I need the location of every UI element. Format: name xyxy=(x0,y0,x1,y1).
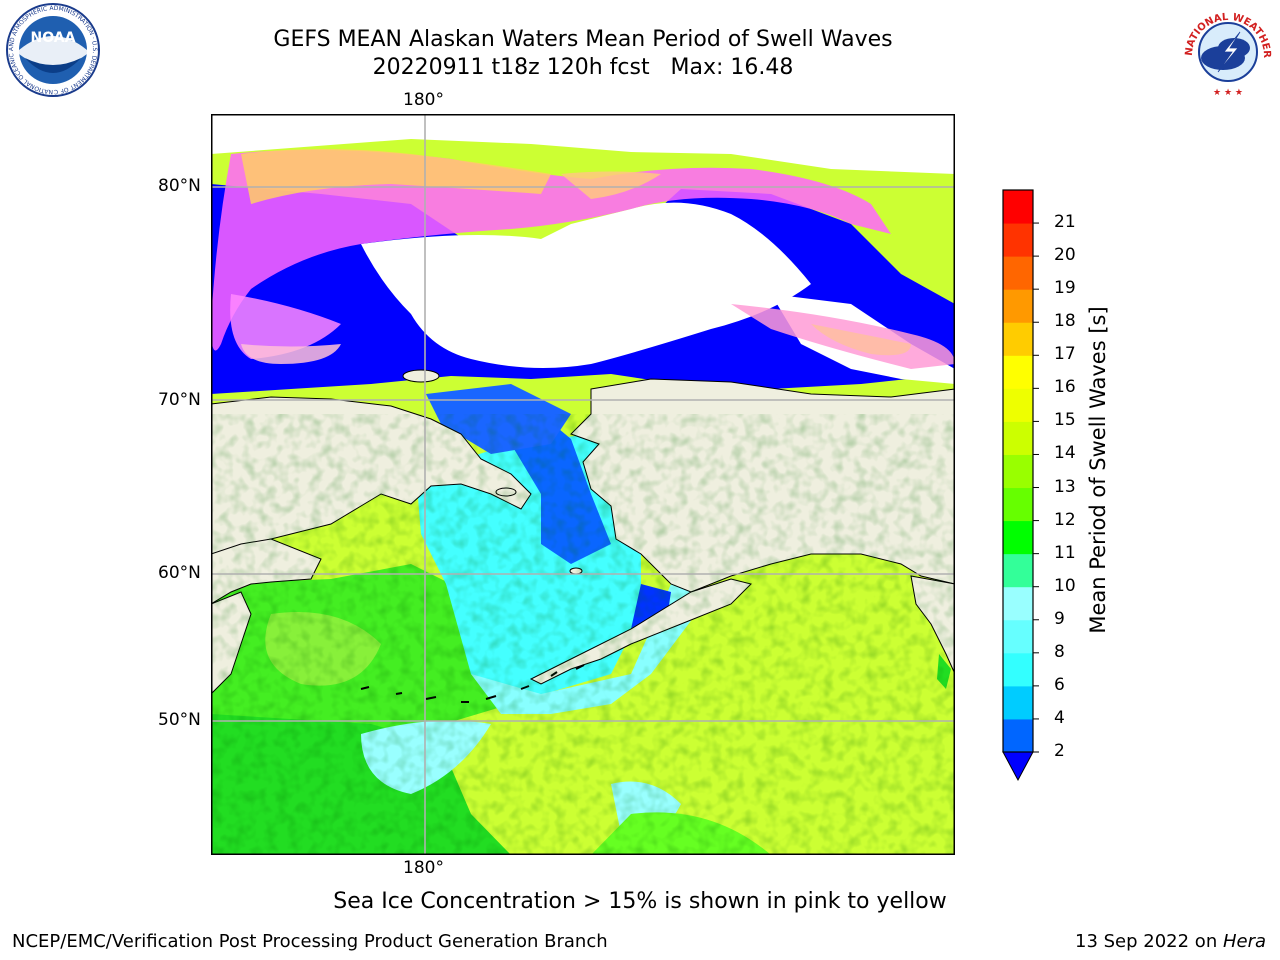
colorbar-segment xyxy=(1003,256,1033,290)
svg-text:★ ★ ★: ★ ★ ★ xyxy=(1213,88,1243,98)
colorbar-segment xyxy=(1003,718,1033,753)
lon-label-top: 180° xyxy=(403,90,444,110)
sea-ice-pink-band xyxy=(211,150,891,351)
colorbar-segment xyxy=(1003,652,1033,687)
colorbar-tick-label: 8 xyxy=(1054,641,1065,662)
graticule xyxy=(211,114,955,855)
colorbar-under-arrow xyxy=(1002,751,1034,782)
colorbar-tick-label: 10 xyxy=(1054,575,1076,596)
machine-name: Hera xyxy=(1222,931,1266,952)
colorbar-tick-label: 13 xyxy=(1054,476,1076,497)
colorbar-segment xyxy=(1003,454,1033,489)
sea-ice-caption: Sea Ice Concentration > 15% is shown in … xyxy=(333,889,947,914)
credit-text: NCEP/EMC/Verification Post Processing Pr… xyxy=(12,931,608,952)
lat-label-60n: 60°N xyxy=(158,563,201,583)
date-value: 13 Sep 2022 on xyxy=(1075,931,1223,952)
colorbar-title: Mean Period of Swell Waves [s] xyxy=(1086,306,1110,634)
colorbar-tick-label: 9 xyxy=(1054,608,1065,629)
colorbar-segment xyxy=(1003,520,1033,555)
date-text: 13 Sep 2022 on Hera xyxy=(1075,931,1266,952)
colorbar-tick-label: 11 xyxy=(1054,542,1076,563)
colorbar-tick-label: 15 xyxy=(1054,410,1076,431)
colorbar-segment xyxy=(1003,685,1033,720)
colorbar-tick-label: 21 xyxy=(1054,212,1076,233)
lat-label-80n: 80°N xyxy=(158,176,201,196)
colorbar-segment xyxy=(1003,190,1033,224)
colorbar-segment xyxy=(1003,421,1033,455)
colorbar-frame xyxy=(1002,189,1034,753)
colorbar-tick-label: 20 xyxy=(1054,245,1076,266)
colorbar-segment xyxy=(1003,553,1033,588)
chart-title: GEFS MEAN Alaskan Waters Mean Period of … xyxy=(273,27,893,52)
colorbar-tick-label: 2 xyxy=(1054,741,1065,761)
colorbar-segment xyxy=(1003,289,1033,323)
colorbar-tick-label: 12 xyxy=(1054,509,1076,530)
colorbar-segment xyxy=(1003,322,1033,356)
colorbar-segment xyxy=(1003,619,1033,654)
lat-label-50n: 50°N xyxy=(158,710,201,730)
colorbar-tick-label: 19 xyxy=(1054,278,1076,299)
map-frame xyxy=(211,114,955,855)
colorbar-tick-label: 17 xyxy=(1054,344,1076,365)
chart-subtitle: 20220911 t18z 120h fcst Max: 16.48 xyxy=(372,55,794,80)
colorbar-segment xyxy=(1003,586,1033,621)
colorbar-segment xyxy=(1003,487,1033,522)
colorbar-tick-label: 16 xyxy=(1054,377,1076,398)
nws-logo: NATIONAL WEATHER SERVICE ★ ★ ★ xyxy=(1178,2,1274,98)
colorbar-tick-label: 18 xyxy=(1054,311,1076,332)
colorbar-tick-label: 4 xyxy=(1054,707,1065,728)
colorbar-tick-label: 6 xyxy=(1054,674,1065,695)
noaa-logo: NATIONAL OCEANIC AND ATMOSPHERIC ADMINIS… xyxy=(3,2,100,97)
sea-ice-white xyxy=(361,202,811,368)
noaa-wordmark: NOAA xyxy=(31,30,76,46)
lat-label-70n: 70°N xyxy=(158,390,201,410)
colorbar-segment xyxy=(1003,223,1033,257)
map-panel xyxy=(211,114,955,855)
colorbar xyxy=(1002,189,1039,782)
colorbar-tick-label: 14 xyxy=(1054,443,1076,464)
lon-label-bottom: 180° xyxy=(403,858,444,878)
colorbar-segment xyxy=(1003,388,1033,422)
colorbar-segment xyxy=(1003,355,1033,389)
